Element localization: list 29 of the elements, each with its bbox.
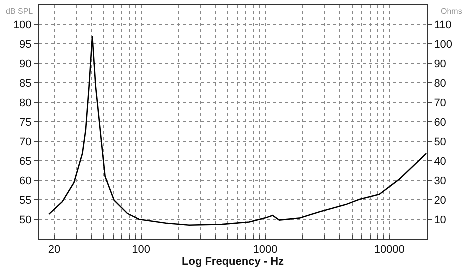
y2-tick-label: 110 bbox=[434, 19, 452, 32]
y-tick-label: 70 bbox=[20, 136, 32, 148]
y2-tick-label: 50 bbox=[434, 136, 446, 148]
y-axis-title: dB SPL bbox=[6, 7, 34, 16]
y-tick-label: 60 bbox=[20, 175, 32, 188]
y2-tick-label: 80 bbox=[434, 78, 446, 90]
y2-tick-label: 100 bbox=[434, 38, 453, 51]
x-axis-title: Log Frequency - Hz bbox=[182, 256, 285, 268]
y2-tick-label: 20 bbox=[434, 194, 446, 207]
y2-tick-label: 40 bbox=[434, 156, 446, 168]
y-tick-label: 95 bbox=[20, 38, 32, 51]
y-tick-label: 50 bbox=[20, 214, 32, 226]
y2-tick-label: 30 bbox=[434, 175, 446, 188]
y2-tick-label: 70 bbox=[434, 97, 446, 110]
x-tick-label: 100 bbox=[132, 244, 150, 256]
y-tick-label: 90 bbox=[20, 58, 32, 70]
x-tick-label: 1000 bbox=[253, 244, 278, 256]
x-tick-label: 10000 bbox=[374, 244, 405, 256]
y-tick-label: 55 bbox=[20, 194, 32, 207]
y-tick-label: 80 bbox=[20, 97, 32, 110]
y2-axis-title: Ohms bbox=[441, 7, 462, 16]
y-tick-label: 100 bbox=[13, 19, 32, 32]
y2-tick-label: 90 bbox=[434, 58, 446, 70]
x-tick-label: 20 bbox=[48, 244, 61, 256]
y2-tick-label: 10 bbox=[434, 214, 446, 226]
y-tick-label: 75 bbox=[20, 116, 32, 129]
y2-tick-label: 60 bbox=[434, 116, 446, 129]
y-tick-label: 65 bbox=[20, 156, 32, 168]
y-tick-label: 85 bbox=[20, 78, 32, 90]
